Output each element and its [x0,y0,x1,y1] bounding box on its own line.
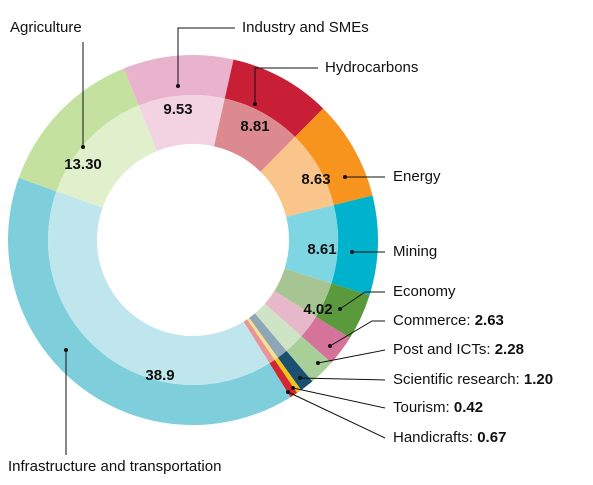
category-name: Energy [393,168,441,185]
value-label: 0.42 [454,399,483,416]
category-label: Handicrafts: 0.67 [393,429,506,446]
inner-segment [138,95,225,151]
leader-dot [338,307,342,311]
leader-dot [291,386,295,390]
value-label: 1.20 [524,371,553,388]
leader-dot [176,84,180,88]
leader-dot [253,102,257,106]
outer-segment [274,357,302,393]
leader-dot [343,175,347,179]
leader-dot [64,348,68,352]
inner-segment [247,317,278,360]
leader-line [292,387,386,409]
inner-segment [214,98,295,172]
value-label: 2.28 [495,341,524,358]
leader-line [177,27,235,86]
category-label: Tourism: 0.42 [393,399,483,416]
inner-segment [243,319,275,364]
inner-segment [48,191,270,385]
category-name: Commerce: [393,312,471,329]
category-name: Economy [393,283,456,300]
outer-segment [224,59,324,137]
leader-line [317,349,386,364]
leader-dot [286,390,290,394]
category-name: Tourism: [393,399,450,416]
value-label: 0.67 [477,429,506,446]
category-label: Industry and SMEs [242,19,369,36]
category-label: Hydrocarbons [325,59,418,76]
category-name: Hydrocarbons [325,59,418,76]
inner-segment [260,136,334,217]
outer-segment [331,195,378,296]
value-label: 8.61 [307,241,336,258]
inner-segment [284,205,338,284]
leader-dot [328,344,332,348]
outer-segment [315,283,370,339]
category-label: Economy [393,283,456,300]
category-label: Energy [393,168,441,185]
inner-segment [274,268,332,317]
inner-segment [264,290,316,337]
value-label: 2.63 [475,312,504,329]
category-name: Post and ICTs: [393,341,491,358]
category-label: Infrastructure and transportation [8,458,221,475]
leader-line [329,320,385,347]
leader-line [287,391,386,439]
outer-segment [18,68,139,192]
category-label: Post and ICTs: 2.28 [393,341,524,358]
category-name: Scientific research: [393,371,520,388]
inner-segment [249,313,287,358]
inner-segment [254,303,302,351]
outer-segment [7,177,291,426]
category-label: Mining [393,243,437,260]
value-label: 38.9 [145,367,174,384]
value-label: 9.53 [163,101,192,118]
outer-segment [286,336,332,382]
leader-dot [350,250,354,254]
outer-segment [123,55,234,106]
leader-line [254,67,318,104]
category-name: Infrastructure and transportation [8,458,221,475]
inner-segment [56,105,158,208]
category-name: Agriculture [10,19,82,36]
outer-segment [277,350,313,391]
category-name: Mining [393,243,437,260]
value-label: 8.81 [240,118,269,135]
value-label: 8.63 [301,171,330,188]
category-label: Commerce: 2.63 [393,312,504,329]
category-name: Handicrafts: [393,429,473,446]
outer-segment [269,359,298,398]
leader-line [339,291,385,310]
leader-line [299,377,386,381]
value-label: 4.02 [303,301,332,318]
category-label: Agriculture [10,19,82,36]
value-label: 13.30 [64,156,102,173]
outer-segment [294,108,373,206]
category-label: Scientific research: 1.20 [393,371,553,388]
leader-dot [81,145,85,149]
leader-dot [298,376,302,380]
outer-segment [301,316,350,363]
category-name: Industry and SMEs [242,19,369,36]
leader-dot [316,361,320,365]
